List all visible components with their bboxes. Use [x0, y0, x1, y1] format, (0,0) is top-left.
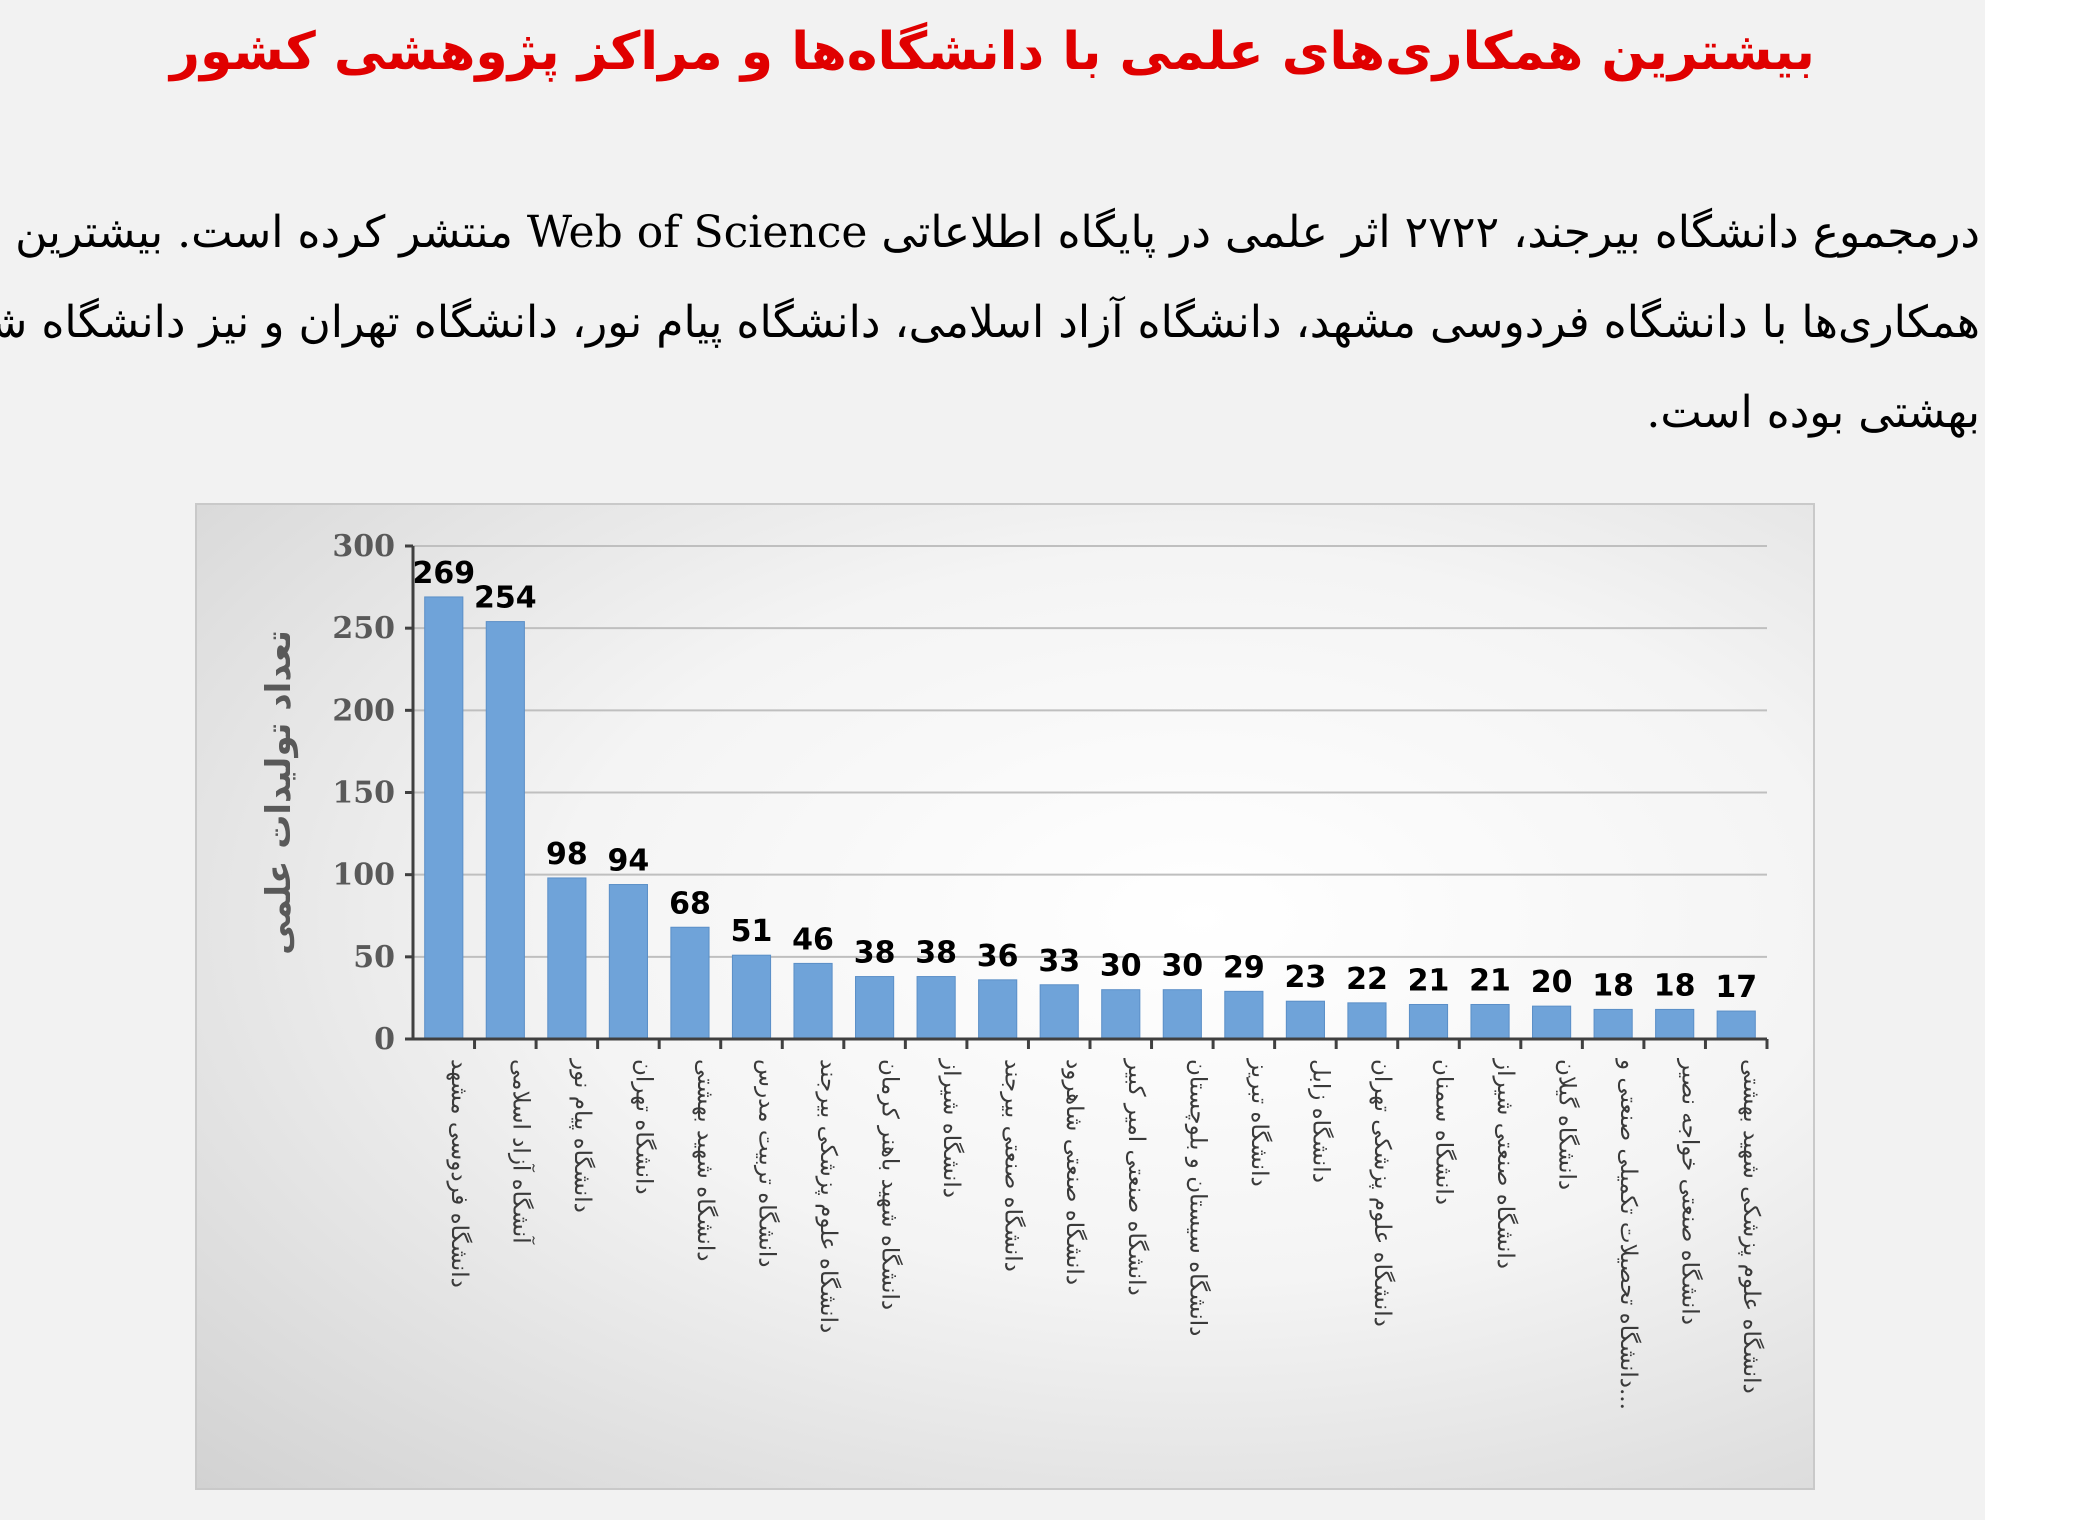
- data-label: 20: [1531, 965, 1573, 1000]
- category-label: دانشگاه تربیت مدرس: [754, 1059, 781, 1268]
- y-tick-label: 0: [374, 1022, 395, 1057]
- data-label: 68: [669, 886, 711, 921]
- data-label: 46: [792, 922, 834, 957]
- bar: [485, 621, 525, 1040]
- bar: [1285, 1000, 1325, 1040]
- gridlines: [413, 545, 1767, 958]
- bar: [1408, 1003, 1449, 1040]
- data-label: 38: [854, 936, 896, 971]
- data-label: 21: [1469, 963, 1511, 998]
- category-label: دانشگاه صنعتی بیرجند: [1000, 1059, 1027, 1272]
- paragraph-line: درمجموع دانشگاه بیرجند، ۲۷۲۲ اثر علمی در…: [15, 207, 1980, 258]
- bars: [424, 596, 1756, 1040]
- page-background: بیشترین همکاری‌های علمی با دانشگاه‌ها و …: [0, 0, 1985, 1520]
- data-label: 51: [731, 914, 773, 949]
- data-label: 98: [546, 837, 588, 872]
- data-label: 94: [608, 844, 650, 879]
- category-label: دانشگاه صنعتی شیراز: [1492, 1058, 1519, 1269]
- bar: [1470, 1003, 1510, 1040]
- data-label: 29: [1223, 950, 1265, 985]
- data-label: 254: [474, 581, 537, 616]
- category-label: دانشگاه سیستان و بلوچستان: [1184, 1059, 1211, 1336]
- data-label: 18: [1592, 968, 1634, 1003]
- y-tick-label: 300: [332, 529, 395, 564]
- data-label: 36: [977, 939, 1019, 974]
- bar: [1039, 984, 1079, 1040]
- page-title: بیشترین همکاری‌های علمی با دانشگاه‌ها و …: [170, 22, 1815, 82]
- y-tick-label: 100: [332, 858, 395, 893]
- category-labels: دانشگاه فردوسی مشهد آنشگاه آزاد اسلامی دان…: [446, 1058, 1765, 1410]
- data-label: 38: [915, 936, 957, 971]
- data-label: 30: [1161, 949, 1203, 984]
- bar: [1101, 989, 1141, 1040]
- data-label: 21: [1408, 963, 1450, 998]
- data-label: 23: [1285, 960, 1327, 995]
- category-label: دانشگاه علوم پزشکی بیرجند: [815, 1059, 842, 1333]
- data-label: 18: [1654, 968, 1696, 1003]
- category-label: دانشگاه علوم پزشکی تهران: [1369, 1059, 1396, 1327]
- axes: [405, 544, 1769, 1049]
- category-label: دانشگاه صنعتی خواجه نصیر: [1677, 1058, 1704, 1325]
- bar: [1532, 1005, 1572, 1040]
- category-label: دانشگاه گیلان: [1554, 1059, 1581, 1190]
- category-label: دانشگاه صنعتی امیر کبیر: [1123, 1058, 1150, 1296]
- category-label: دانشگاه پیام نور: [569, 1058, 596, 1213]
- bar: [547, 877, 587, 1040]
- paragraph-line: بهشتی بوده است.: [1646, 387, 1980, 438]
- bar: [608, 884, 648, 1040]
- y-tick-labels: 0 50 100 150 200 250 300: [332, 529, 395, 1057]
- category-label: دانشگاه سمنان: [1431, 1059, 1458, 1205]
- category-label: دانشگاه شهید باهنر کرمان: [877, 1059, 904, 1310]
- bar: [1347, 1002, 1387, 1040]
- y-tick-label: 250: [332, 611, 395, 646]
- bar: [1655, 1008, 1695, 1040]
- category-label: دانشگاه تهران: [630, 1059, 657, 1195]
- category-label: آنشگاه آزاد اسلامی: [507, 1059, 535, 1245]
- bar: [855, 976, 895, 1040]
- category-label: دانشگاه تحصیلات تکمیلی صنعتی و...: [1615, 1058, 1642, 1410]
- data-label: 30: [1100, 949, 1142, 984]
- bar: [1593, 1008, 1633, 1040]
- y-tick-label: 150: [332, 776, 395, 811]
- bar: [978, 979, 1018, 1040]
- data-label: 17: [1715, 970, 1757, 1005]
- chart-container: 269 254 98 94 68 51 46 38 38 36 33 30 30 29 23 22 21 21 20…: [195, 503, 1815, 1490]
- y-tick-label: 200: [332, 693, 395, 728]
- category-label: دانشگاه شیراز: [938, 1058, 965, 1198]
- category-label: دانشگاه صنعتی شاهرود: [1061, 1059, 1088, 1285]
- category-label: دانشگاه فردوسی مشهد: [446, 1059, 473, 1288]
- category-label: دانشگاه شهید بهشتی: [692, 1059, 719, 1261]
- bar: [1224, 990, 1264, 1040]
- data-label: 33: [1038, 944, 1080, 979]
- bar: [1716, 1010, 1756, 1040]
- bar: [1162, 989, 1202, 1040]
- paragraph-line: همکاری‌ها با دانشگاه فردوسی مشهد، دانشگا…: [0, 297, 1980, 348]
- category-label: دانشگاه زابل: [1307, 1059, 1334, 1183]
- y-tick-label: 50: [353, 940, 395, 975]
- data-label: 22: [1346, 962, 1388, 997]
- bar: [731, 954, 772, 1040]
- category-label: دانشگاه تبریز: [1246, 1058, 1273, 1187]
- bar: [793, 962, 833, 1040]
- bar: [424, 596, 464, 1040]
- y-axis-title: تعداد تولیدات علمی: [259, 630, 299, 955]
- data-label: 269: [412, 556, 475, 591]
- bar: [670, 926, 710, 1040]
- body-paragraph: درمجموع دانشگاه بیرجند، ۲۷۲۲ اثر علمی در…: [0, 188, 1980, 458]
- bar: [916, 976, 956, 1040]
- category-label: دانشگاه علوم پزشکی شهید بهشتی: [1738, 1059, 1765, 1394]
